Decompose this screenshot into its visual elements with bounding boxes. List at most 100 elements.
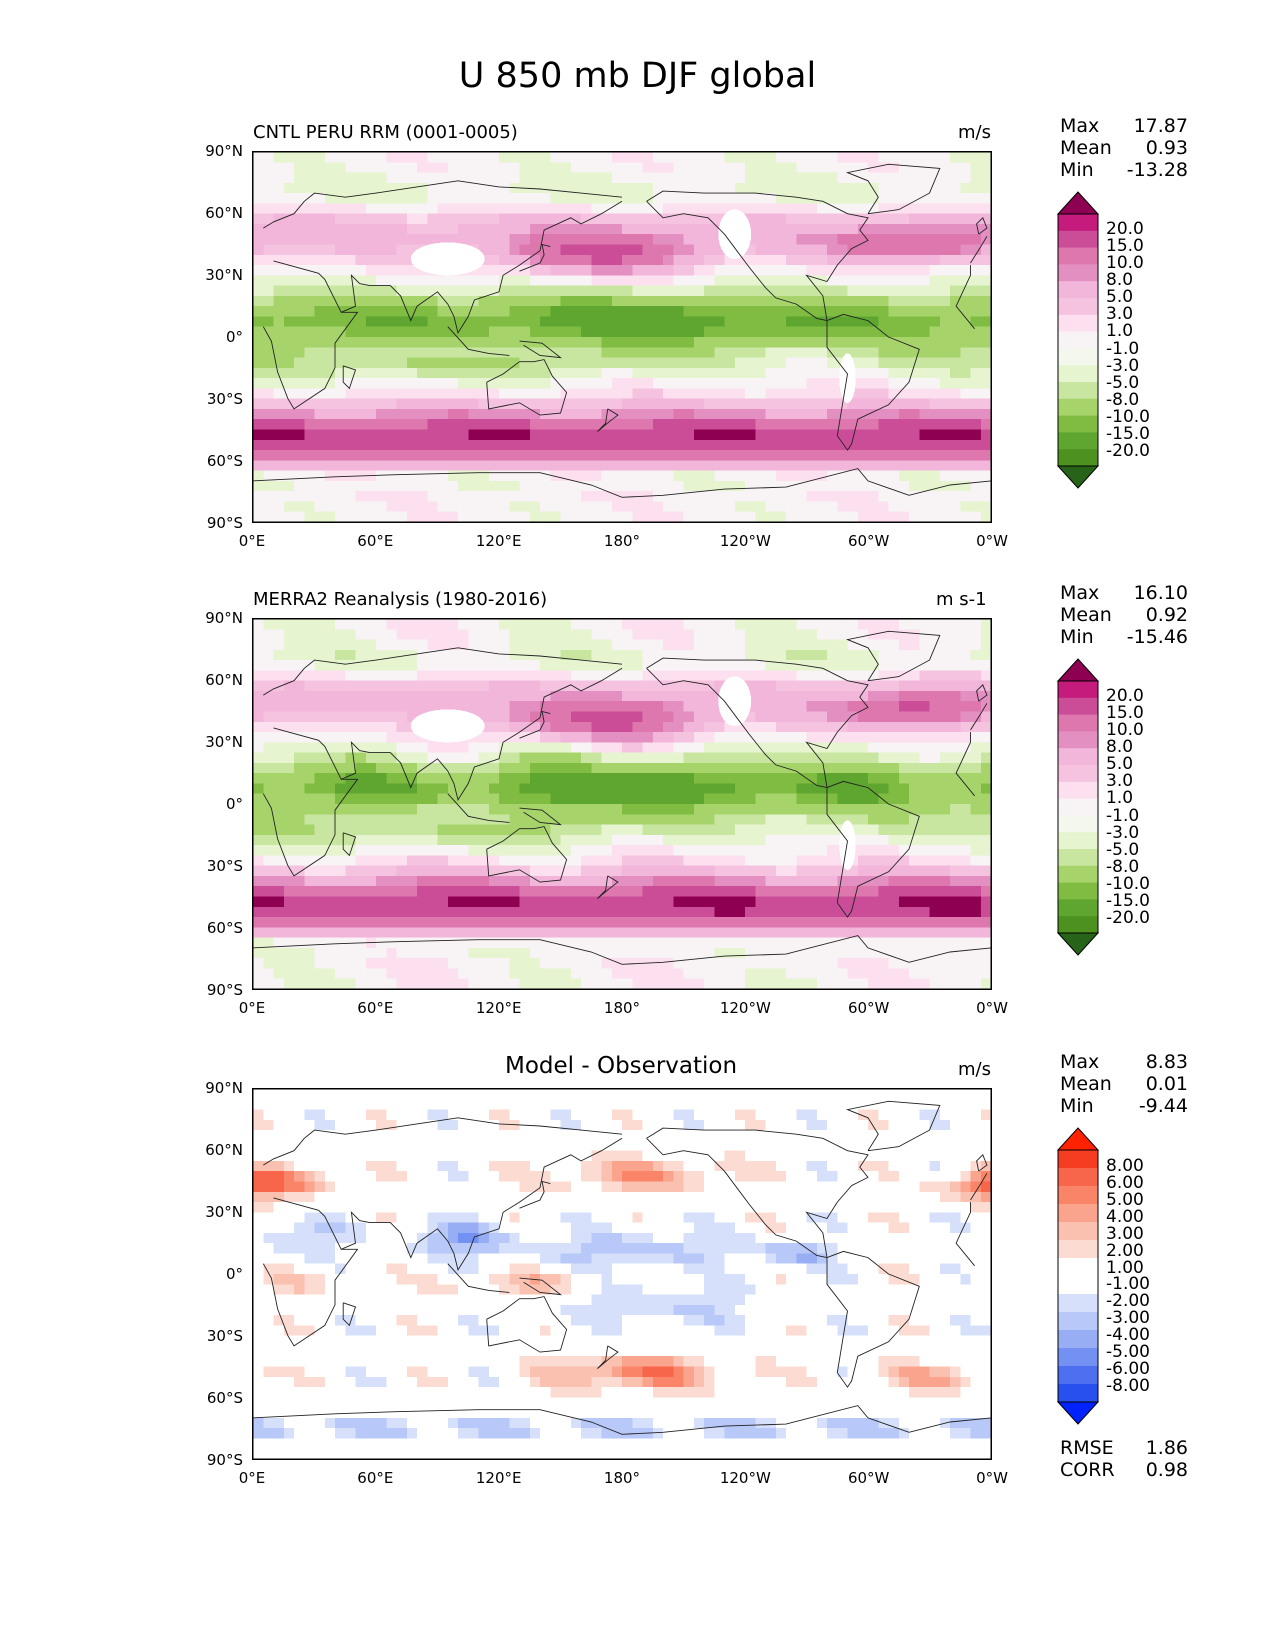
field-cell bbox=[806, 378, 818, 389]
field-cell bbox=[929, 793, 941, 805]
field-cell bbox=[611, 917, 623, 928]
field-cell bbox=[437, 752, 449, 764]
field-cell bbox=[396, 450, 408, 461]
field-cell bbox=[345, 265, 357, 276]
field-cell bbox=[396, 732, 408, 743]
field-cell bbox=[406, 793, 418, 805]
field-cell bbox=[447, 460, 459, 472]
field-cell bbox=[847, 732, 859, 743]
field-cell bbox=[447, 429, 459, 441]
field-cell bbox=[827, 670, 838, 682]
field-cell bbox=[632, 429, 644, 441]
field-cell bbox=[652, 378, 664, 389]
field-cell bbox=[888, 470, 900, 482]
field-cell bbox=[663, 804, 674, 815]
field-cells bbox=[253, 619, 992, 990]
field-cell bbox=[939, 213, 951, 225]
field-cell bbox=[827, 937, 838, 949]
field-cell bbox=[253, 398, 264, 410]
field-cell bbox=[827, 804, 838, 815]
field-cell bbox=[468, 937, 480, 949]
field-cell bbox=[857, 172, 869, 184]
field-cell bbox=[478, 182, 490, 194]
field-cell bbox=[570, 670, 582, 682]
field-cell bbox=[693, 670, 705, 682]
field-cell bbox=[642, 845, 654, 856]
field-cell bbox=[837, 254, 849, 266]
field-cell bbox=[796, 629, 808, 641]
field-cell bbox=[714, 408, 726, 420]
field-cell bbox=[970, 824, 982, 836]
field-cell bbox=[622, 752, 633, 764]
min-value: -13.28 bbox=[1126, 159, 1188, 181]
field-cell bbox=[488, 937, 500, 949]
field-cell bbox=[827, 886, 838, 898]
field-cell bbox=[488, 845, 500, 856]
field-cell bbox=[939, 306, 951, 318]
field-cell bbox=[540, 378, 551, 389]
field-cell bbox=[816, 367, 828, 379]
field-cell bbox=[355, 172, 367, 184]
field-cell bbox=[980, 762, 992, 774]
field-cell bbox=[273, 804, 285, 815]
field-cell bbox=[601, 378, 613, 389]
field-cell bbox=[365, 701, 377, 713]
field-cell bbox=[734, 419, 746, 431]
field-cell bbox=[314, 378, 326, 389]
field-cell bbox=[294, 223, 305, 235]
field-cell bbox=[519, 295, 531, 307]
field-cell bbox=[570, 875, 582, 887]
field-cell bbox=[950, 865, 961, 877]
field-cell bbox=[816, 511, 828, 523]
field-cell bbox=[765, 223, 777, 235]
field-cell bbox=[939, 670, 951, 682]
field-cell bbox=[273, 886, 285, 898]
field-cell bbox=[837, 896, 849, 908]
field-cell bbox=[704, 906, 715, 918]
field-cell bbox=[488, 875, 500, 887]
field-cell bbox=[324, 947, 336, 959]
field-cell bbox=[324, 254, 336, 266]
field-cell bbox=[929, 660, 941, 671]
field-cell bbox=[786, 491, 797, 503]
field-cell bbox=[888, 690, 900, 702]
field-cell bbox=[847, 690, 859, 702]
field-cell bbox=[581, 649, 592, 661]
field-cell bbox=[786, 629, 797, 641]
field-cell bbox=[652, 896, 664, 908]
field-cell bbox=[642, 357, 654, 369]
field-cell bbox=[806, 917, 818, 928]
field-cell bbox=[304, 927, 316, 939]
field-cell bbox=[888, 429, 900, 441]
field-cell bbox=[283, 834, 295, 846]
field-cell bbox=[898, 501, 910, 513]
field-cell bbox=[478, 762, 490, 774]
field-cell bbox=[857, 762, 869, 774]
field-cell bbox=[960, 491, 972, 503]
field-cell bbox=[345, 357, 357, 369]
field-cell bbox=[560, 845, 572, 856]
field-cell bbox=[570, 896, 582, 908]
field-cell bbox=[663, 254, 674, 266]
field-cell bbox=[714, 649, 726, 661]
field-cell bbox=[939, 357, 951, 369]
field-cell bbox=[970, 501, 982, 513]
field-cell bbox=[929, 480, 941, 492]
field-cell bbox=[683, 886, 695, 898]
field-cell bbox=[519, 711, 531, 723]
field-cell bbox=[652, 450, 664, 461]
field-cell bbox=[386, 783, 398, 795]
field-cell bbox=[909, 378, 920, 389]
field-cell bbox=[283, 265, 295, 276]
field-cell bbox=[396, 824, 408, 836]
field-cell bbox=[427, 649, 439, 661]
field-cell bbox=[560, 834, 572, 846]
field-cell bbox=[868, 865, 879, 877]
field-cell bbox=[570, 337, 582, 348]
field-cell bbox=[406, 629, 418, 641]
field-cell bbox=[550, 804, 562, 815]
field-cell bbox=[622, 834, 633, 846]
field-cell bbox=[960, 793, 972, 805]
field-cell bbox=[745, 937, 756, 949]
field-cell bbox=[786, 937, 797, 949]
